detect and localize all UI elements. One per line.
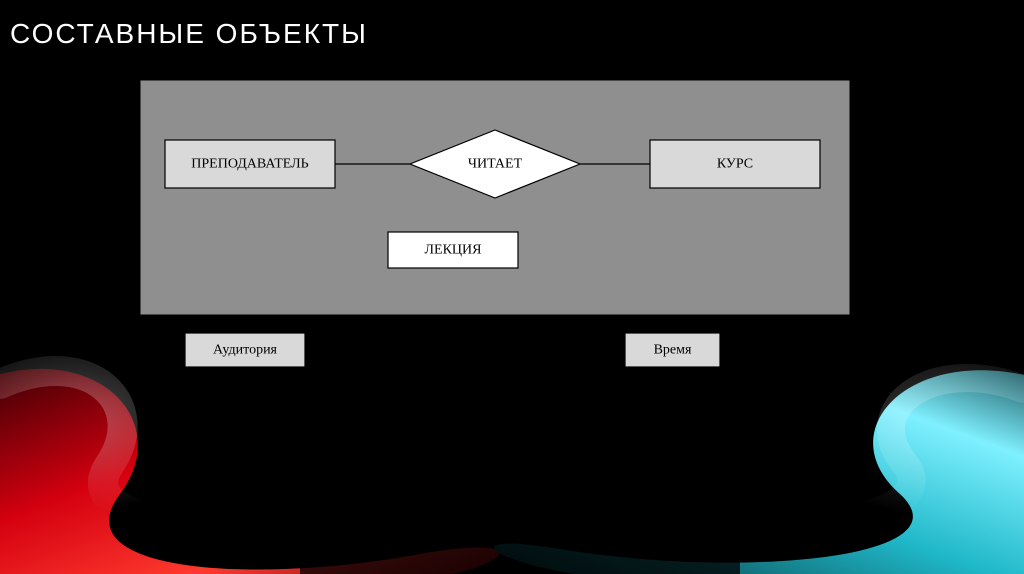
node-lecture-label: ЛЕКЦИЯ bbox=[425, 243, 482, 258]
node-time-label: Время bbox=[654, 343, 692, 358]
node-course-label: КУРС bbox=[717, 157, 753, 172]
node-reads-label: ЧИТАЕТ bbox=[468, 157, 523, 172]
node-auditory-label: Аудитория bbox=[213, 343, 278, 358]
er-diagram: ПРЕПОДАВАТЕЛЬ ЧИТАЕТ КУРС ЛЕКЦИЯ Аудитория Вр… bbox=[0, 0, 1024, 574]
node-teacher-label: ПРЕПОДАВАТЕЛЬ bbox=[191, 157, 308, 172]
